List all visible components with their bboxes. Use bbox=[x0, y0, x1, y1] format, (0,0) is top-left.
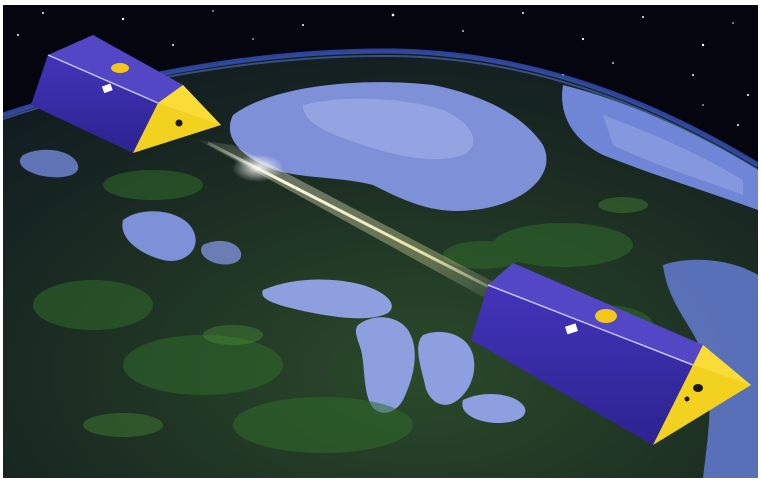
satellite-leading bbox=[31, 35, 221, 153]
starfield bbox=[17, 10, 749, 126]
laser-link bbox=[198, 140, 503, 297]
scene-illustration bbox=[3, 5, 758, 478]
satellite-trailing bbox=[471, 263, 751, 445]
satellite-scene bbox=[3, 5, 758, 478]
